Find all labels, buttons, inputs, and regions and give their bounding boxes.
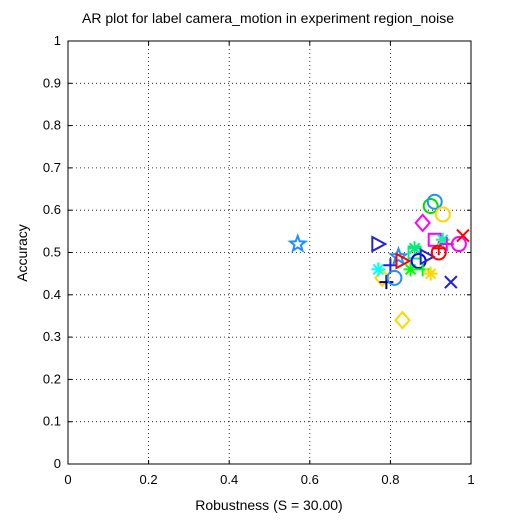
data-point-circle: [386, 269, 403, 286]
data-point-plus: [379, 275, 394, 290]
marker-shape: [371, 262, 386, 277]
data-point-circle: [430, 244, 447, 261]
x-axis-label: Robustness (S = 30.00): [195, 497, 342, 513]
y-tick-label: 0.7: [43, 160, 61, 175]
y-tick-label: 0: [54, 456, 61, 471]
y-tick-label: 1: [54, 33, 61, 48]
data-points: [287, 193, 470, 330]
y-tick-label: 0.3: [43, 329, 61, 344]
x-tick-label: 0.2: [140, 472, 158, 487]
ticks: 0 0.2 0.4 0.6 0.8 1 0 0.1 0.2 0.3 0.4 0.5 0.6 0.7 0.8 0…: [43, 33, 475, 487]
y-tick-label: 0.9: [43, 75, 61, 90]
data-point-circle: [450, 236, 467, 253]
data-point-asterisk: [371, 262, 386, 277]
data-point-pentagram: [287, 233, 308, 253]
x-tick-label: 0.6: [301, 472, 319, 487]
data-point-asterisk: [403, 262, 418, 277]
marker-shape: [383, 258, 398, 273]
plot-area: [68, 41, 471, 464]
data-point-circle: [426, 193, 443, 210]
data-point-plus: [383, 258, 398, 273]
data-point-diamond: [394, 310, 411, 330]
marker-shape: [414, 213, 431, 233]
data-point-pentagram: [388, 245, 409, 266]
plot-frame: [67, 40, 472, 465]
data-point-triangle-right: [371, 235, 388, 253]
x-tick-label: 0.4: [220, 472, 238, 487]
grid: [68, 41, 471, 464]
y-tick-label: 0.2: [43, 371, 61, 386]
data-point-circle: [422, 197, 439, 214]
marker-shape: [407, 241, 422, 256]
marker-shape: [379, 275, 394, 290]
marker-shape: [386, 269, 403, 286]
marker-shape: [423, 266, 438, 281]
marker-shape: [444, 275, 458, 289]
y-tick-label: 0.5: [43, 245, 61, 260]
marker-shape: [388, 245, 409, 266]
y-tick-label: 0.4: [43, 287, 61, 302]
marker-shape: [456, 228, 470, 243]
marker-shape: [450, 236, 467, 253]
data-point-asterisk: [423, 266, 438, 281]
data-point-x: [444, 275, 458, 289]
marker-shape: [426, 193, 443, 210]
marker-shape: [434, 206, 451, 223]
y-tick-label: 0.8: [43, 118, 61, 133]
data-point-diamond: [414, 213, 431, 233]
marker-shape: [422, 197, 439, 214]
y-tick-label: 0.6: [43, 202, 61, 217]
chart-title: AR plot for label camera_motion in exper…: [82, 10, 454, 26]
data-point-triangle-right: [395, 252, 412, 270]
data-point-triangle-right: [419, 248, 436, 266]
x-tick-label: 0.8: [381, 472, 399, 487]
marker-shape: [395, 252, 412, 270]
marker-shape: [371, 235, 388, 253]
x-tick-label: 1: [467, 472, 474, 487]
marker-shape: [394, 310, 411, 330]
y-tick-label: 0.1: [43, 414, 61, 429]
x-tick-label: 0: [64, 472, 71, 487]
data-point-circle: [434, 206, 451, 223]
marker-shape: [430, 244, 447, 261]
marker-shape: [419, 248, 436, 266]
y-axis-label: Accuracy: [14, 224, 30, 282]
marker-shape: [287, 233, 308, 253]
data-point-x: [456, 228, 470, 243]
data-point-asterisk: [435, 232, 450, 247]
marker-shape: [435, 232, 450, 247]
marker-shape: [403, 262, 418, 277]
data-point-asterisk: [407, 241, 422, 256]
